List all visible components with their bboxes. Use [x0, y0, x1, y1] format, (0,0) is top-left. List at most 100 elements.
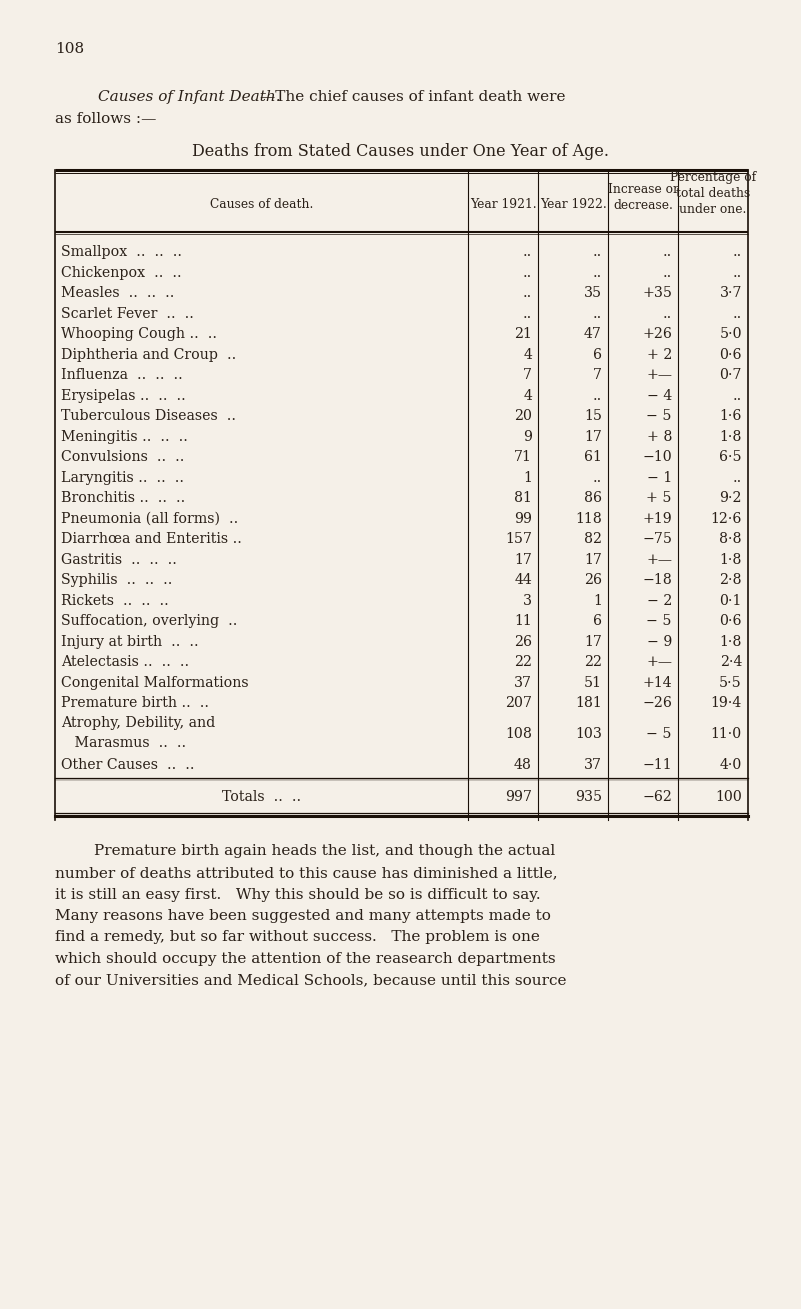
- Text: ..: ..: [523, 245, 532, 259]
- Text: 1·8: 1·8: [719, 635, 742, 649]
- Text: ..: ..: [733, 389, 742, 403]
- Text: ..: ..: [523, 306, 532, 321]
- Text: 61: 61: [584, 450, 602, 465]
- Text: find a remedy, but so far without success.   The problem is one: find a remedy, but so far without succes…: [55, 931, 540, 945]
- Text: ..: ..: [662, 245, 672, 259]
- Text: 2·8: 2·8: [719, 573, 742, 588]
- Text: which should occupy the attention of the reasearch departments: which should occupy the attention of the…: [55, 952, 556, 966]
- Text: Scarlet Fever  ..  ..: Scarlet Fever .. ..: [61, 306, 194, 321]
- Text: 81: 81: [514, 491, 532, 505]
- Text: + 8: + 8: [646, 429, 672, 444]
- Text: 21: 21: [514, 327, 532, 342]
- Text: 82: 82: [584, 533, 602, 546]
- Text: Chickenpox  ..  ..: Chickenpox .. ..: [61, 266, 182, 280]
- Text: Year 1922.: Year 1922.: [540, 198, 606, 211]
- Text: ..: ..: [593, 389, 602, 403]
- Text: Meningitis ..  ..  ..: Meningitis .. .. ..: [61, 429, 188, 444]
- Text: 17: 17: [514, 552, 532, 567]
- Text: 5·5: 5·5: [719, 675, 742, 690]
- Text: Suffocation, overlying  ..: Suffocation, overlying ..: [61, 614, 237, 628]
- Text: −62: −62: [642, 791, 672, 804]
- Text: Totals  ..  ..: Totals .. ..: [222, 791, 301, 804]
- Text: it is still an easy first.   Why this should be so is difficult to say.: it is still an easy first. Why this shou…: [55, 888, 541, 902]
- Text: 0·6: 0·6: [719, 614, 742, 628]
- Text: ..: ..: [662, 266, 672, 280]
- Text: —The chief causes of infant death were: —The chief causes of infant death were: [260, 90, 566, 103]
- Text: 8·8: 8·8: [719, 533, 742, 546]
- Text: number of deaths attributed to this cause has diminished a little,: number of deaths attributed to this caus…: [55, 867, 557, 880]
- Text: 157: 157: [505, 533, 532, 546]
- Text: Erysipelas ..  ..  ..: Erysipelas .. .. ..: [61, 389, 186, 403]
- Text: 37: 37: [514, 675, 532, 690]
- Text: Diphtheria and Croup  ..: Diphtheria and Croup ..: [61, 348, 236, 361]
- Text: +26: +26: [642, 327, 672, 342]
- Text: −26: −26: [642, 696, 672, 711]
- Text: 1: 1: [523, 471, 532, 484]
- Text: 7: 7: [523, 368, 532, 382]
- Text: 47: 47: [584, 327, 602, 342]
- Text: 0·1: 0·1: [719, 594, 742, 607]
- Text: 11: 11: [514, 614, 532, 628]
- Text: Atelectasis ..  ..  ..: Atelectasis .. .. ..: [61, 656, 189, 669]
- Text: 19·4: 19·4: [710, 696, 742, 711]
- Text: +35: +35: [642, 287, 672, 300]
- Text: 4·0: 4·0: [719, 758, 742, 772]
- Text: ..: ..: [733, 471, 742, 484]
- Text: Convulsions  ..  ..: Convulsions .. ..: [61, 450, 184, 465]
- Text: 15: 15: [584, 410, 602, 423]
- Text: 6: 6: [593, 348, 602, 361]
- Text: 2·4: 2·4: [719, 656, 742, 669]
- Text: ..: ..: [523, 266, 532, 280]
- Text: 11·0: 11·0: [710, 726, 742, 741]
- Text: 108: 108: [55, 42, 84, 56]
- Text: − 9: − 9: [646, 635, 672, 649]
- Text: Injury at birth  ..  ..: Injury at birth .. ..: [61, 635, 199, 649]
- Text: 118: 118: [575, 512, 602, 526]
- Text: Marasmus  ..  ..: Marasmus .. ..: [61, 736, 186, 750]
- Text: 99: 99: [514, 512, 532, 526]
- Text: Laryngitis ..  ..  ..: Laryngitis .. .. ..: [61, 471, 184, 484]
- Text: 207: 207: [505, 696, 532, 711]
- Text: Bronchitis ..  ..  ..: Bronchitis .. .. ..: [61, 491, 185, 505]
- Text: 17: 17: [584, 429, 602, 444]
- Text: 37: 37: [584, 758, 602, 772]
- Text: − 4: − 4: [646, 389, 672, 403]
- Text: ..: ..: [593, 245, 602, 259]
- Text: ..: ..: [593, 306, 602, 321]
- Text: Influenza  ..  ..  ..: Influenza .. .. ..: [61, 368, 183, 382]
- Text: Syphilis  ..  ..  ..: Syphilis .. .. ..: [61, 573, 172, 588]
- Text: ..: ..: [593, 471, 602, 484]
- Text: − 2: − 2: [646, 594, 672, 607]
- Text: 6: 6: [593, 614, 602, 628]
- Text: 108: 108: [505, 726, 532, 741]
- Text: 9·2: 9·2: [719, 491, 742, 505]
- Text: + 2: + 2: [646, 348, 672, 361]
- Text: 1: 1: [593, 594, 602, 607]
- Text: − 1: − 1: [646, 471, 672, 484]
- Text: 997: 997: [505, 791, 532, 804]
- Text: 100: 100: [715, 791, 742, 804]
- Text: ..: ..: [523, 287, 532, 300]
- Text: 20: 20: [514, 410, 532, 423]
- Text: 17: 17: [584, 552, 602, 567]
- Text: 5·0: 5·0: [719, 327, 742, 342]
- Text: Causes of death.: Causes of death.: [210, 198, 313, 211]
- Text: −11: −11: [642, 758, 672, 772]
- Text: 86: 86: [584, 491, 602, 505]
- Text: of our Universities and Medical Schools, because until this source: of our Universities and Medical Schools,…: [55, 974, 566, 987]
- Text: 1·6: 1·6: [719, 410, 742, 423]
- Text: 35: 35: [584, 287, 602, 300]
- Text: ..: ..: [733, 266, 742, 280]
- Text: 181: 181: [575, 696, 602, 711]
- Text: Pneumonia (all forms)  ..: Pneumonia (all forms) ..: [61, 512, 238, 526]
- Text: Diarrhœa and Enteritis ..: Diarrhœa and Enteritis ..: [61, 533, 242, 546]
- Text: +—: +—: [646, 552, 672, 567]
- Text: +19: +19: [642, 512, 672, 526]
- Text: 12·6: 12·6: [710, 512, 742, 526]
- Text: +—: +—: [646, 656, 672, 669]
- Text: −75: −75: [642, 533, 672, 546]
- Text: 3: 3: [523, 594, 532, 607]
- Text: 6·5: 6·5: [719, 450, 742, 465]
- Text: as follows :—: as follows :—: [55, 113, 156, 126]
- Text: ..: ..: [662, 306, 672, 321]
